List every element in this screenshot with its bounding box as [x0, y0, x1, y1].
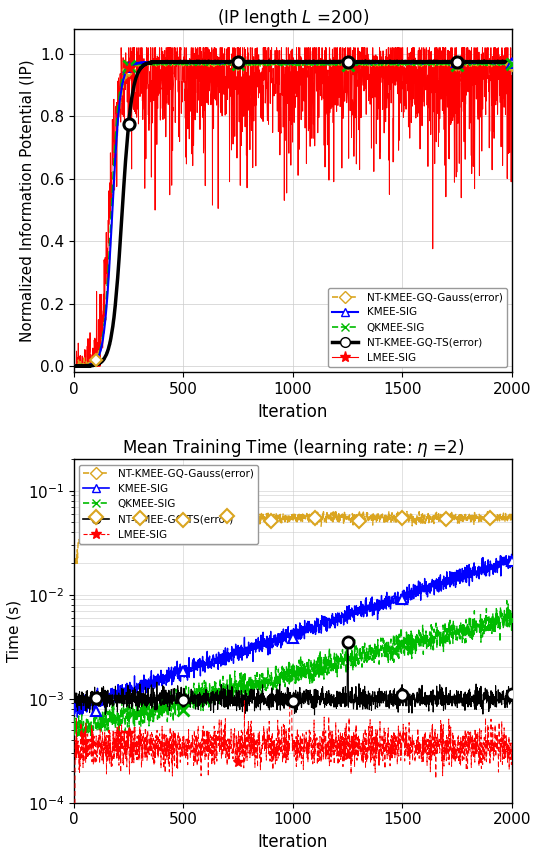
X-axis label: Iteration: Iteration	[258, 402, 328, 420]
Legend: NT-KMEE-GQ-Gauss(error), KMEE-SIG, QKMEE-SIG, NT-KMEE-GQ-TS(error), LMEE-SIG: NT-KMEE-GQ-Gauss(error), KMEE-SIG, QKMEE…	[79, 464, 258, 544]
Title: Mean Training Time (learning rate: $\eta$ =2): Mean Training Time (learning rate: $\eta…	[122, 438, 464, 459]
X-axis label: Iteration: Iteration	[258, 833, 328, 851]
Y-axis label: Time (s): Time (s)	[7, 600, 22, 662]
Title: (IP length $L$ =200): (IP length $L$ =200)	[217, 7, 369, 29]
Y-axis label: Normalized Information Potential (IP): Normalized Information Potential (IP)	[19, 59, 34, 342]
Legend: NT-KMEE-GQ-Gauss(error), KMEE-SIG, QKMEE-SIG, NT-KMEE-GQ-TS(error), LMEE-SIG: NT-KMEE-GQ-Gauss(error), KMEE-SIG, QKMEE…	[328, 288, 507, 367]
